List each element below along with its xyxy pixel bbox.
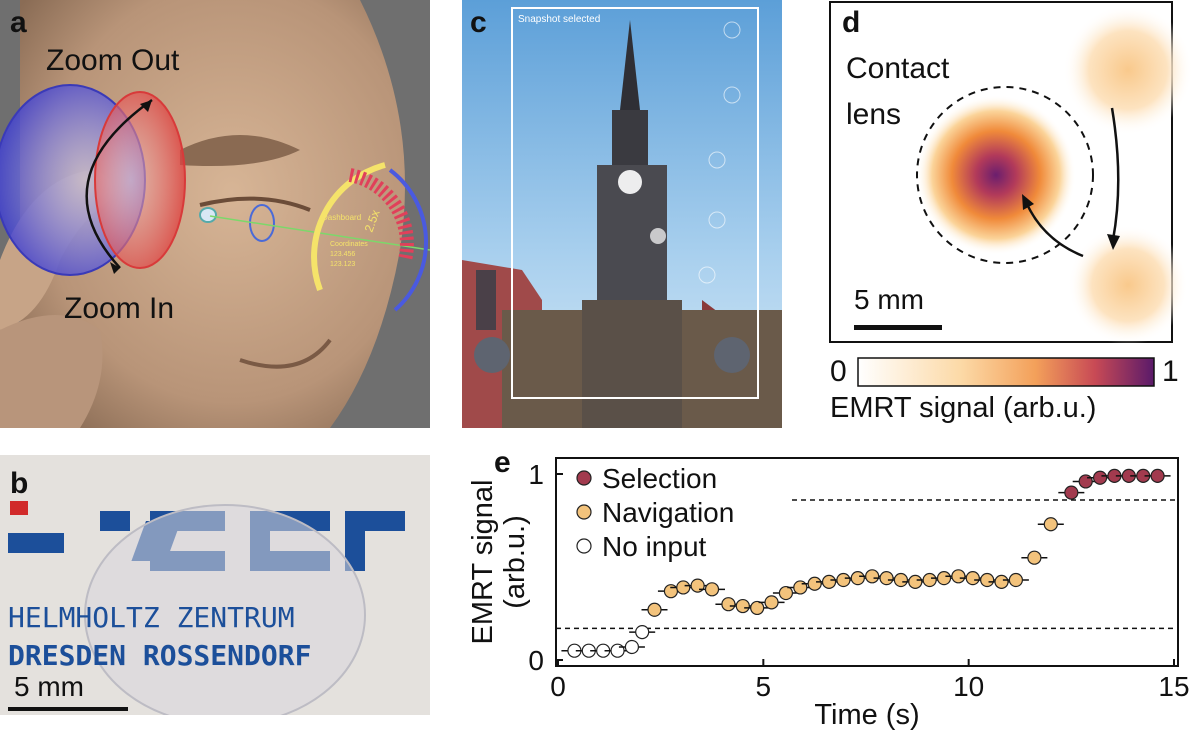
panel-b-scale-label: 5 mm xyxy=(14,671,84,702)
data-point-no-input xyxy=(624,639,640,655)
panel-d: d Contact lens 5 mm 0 1 EMRT signal (arb… xyxy=(828,0,1200,440)
x-tick-label: 10 xyxy=(953,671,984,702)
scale-bar xyxy=(854,325,942,330)
hzdr-line-2: DRESDEN ROSSENDORF xyxy=(8,639,312,672)
data-point-navigation xyxy=(778,585,794,601)
data-point-selection xyxy=(1092,470,1108,485)
y-axis-label-line: (arb.u.) xyxy=(499,515,531,608)
contact-lens-outline xyxy=(916,86,1094,264)
panel-c-label: c xyxy=(470,6,487,39)
contact-label-line1: Contact xyxy=(846,52,950,85)
hzdr-line-1: HELMHOLTZ ZENTRUM xyxy=(8,601,295,634)
motion-arrow-right xyxy=(1110,107,1120,241)
data-point-navigation xyxy=(807,576,822,591)
zoom-out-arrowhead xyxy=(140,100,152,112)
hud-title-text: Dashboard xyxy=(322,213,361,222)
data-point-navigation xyxy=(1027,550,1042,565)
data-point-navigation xyxy=(936,571,952,586)
zoom-arc-arrow xyxy=(85,98,153,269)
panel-e: e 0 5 10 15 0 1 Time (s) EMRT signal(arb.u.) Sel… xyxy=(440,440,1200,744)
data-point-navigation xyxy=(893,572,909,588)
contact-lens-photo xyxy=(84,504,366,715)
panel-b-photo xyxy=(0,455,430,715)
data-point-navigation xyxy=(980,572,995,588)
data-point-selection xyxy=(1078,474,1093,489)
panel-b-label: b xyxy=(10,467,29,500)
panel-e-chart: e 0 5 10 15 0 1 Time (s) EMRT signal(arb.u.) Sel… xyxy=(467,446,1190,731)
data-point-navigation xyxy=(922,572,937,588)
x-tick-label: 5 xyxy=(756,671,772,702)
data-point-navigation xyxy=(690,578,705,593)
legend-marker xyxy=(576,504,592,520)
data-point-navigation xyxy=(750,600,765,616)
data-point-no-input xyxy=(635,625,650,640)
data-point-navigation xyxy=(965,571,980,586)
x-tick-label: 15 xyxy=(1158,671,1189,702)
legend-label: No input xyxy=(602,531,707,562)
contact-label-line2: lens xyxy=(846,98,902,131)
panel-a: 2.5x Dashboard Coordinates 123.456 123.1… xyxy=(0,0,430,428)
hud-line-1: Coordinates xyxy=(330,241,368,248)
data-point-navigation xyxy=(676,580,691,595)
data-point-navigation xyxy=(836,572,851,588)
data-point-navigation xyxy=(994,574,1009,589)
y-tick-label: 0 xyxy=(528,645,544,676)
legend-marker xyxy=(576,470,592,486)
data-point-navigation xyxy=(951,569,966,584)
panel-a-illustration: 2.5x Dashboard Coordinates 123.456 123.1… xyxy=(0,0,430,428)
x-axis-label: Time (s) xyxy=(814,699,919,731)
zoom-in-label: Zoom In xyxy=(64,292,175,325)
colorbar-min: 0 xyxy=(830,355,847,388)
panel-c-photo: Snapshot selected xyxy=(462,0,782,428)
data-point-navigation xyxy=(647,602,662,617)
data-point-navigation xyxy=(764,595,779,610)
panel-d-label: d xyxy=(842,6,861,39)
panel-d-heatmap xyxy=(829,1,1193,387)
panel-a-label: a xyxy=(10,6,27,39)
data-point-selection xyxy=(1150,468,1165,483)
data-point-no-input xyxy=(610,643,625,658)
y-tick-label: 1 xyxy=(528,459,544,490)
data-point-navigation xyxy=(1008,572,1023,588)
hud-line-2: 123.456 xyxy=(330,251,355,258)
data-point-navigation xyxy=(821,574,837,589)
plot-frame xyxy=(555,457,1179,667)
data-point-navigation xyxy=(908,574,923,589)
data-point-navigation xyxy=(1043,517,1058,532)
data-point-navigation xyxy=(663,584,679,599)
hud-line-3: 123.123 xyxy=(330,261,355,268)
legend-label: Selection xyxy=(602,463,717,494)
chart-layer: 0 5 10 15 0 1 Time (s) EMRT signal(arb.u.) Selec… xyxy=(467,457,1190,731)
y-axis-label-line: EMRT signal xyxy=(467,480,499,645)
data-point-selection xyxy=(1064,485,1079,500)
panel-d-scale-label: 5 mm xyxy=(854,284,924,315)
data-point-navigation xyxy=(704,582,720,597)
data-point-navigation xyxy=(735,598,750,614)
motion-arrow-left xyxy=(1024,201,1084,258)
x-tick-label: 0 xyxy=(550,671,566,702)
data-point-navigation xyxy=(879,571,894,586)
zoom-out-label: Zoom Out xyxy=(46,44,180,77)
snapshot-overlay-text: Snapshot selected xyxy=(518,14,600,25)
y-axis-label: EMRT signal(arb.u.) xyxy=(467,480,531,645)
legend-label: Navigation xyxy=(602,497,734,528)
data-point-navigation xyxy=(850,571,865,586)
panel-c: Snapshot selected c xyxy=(462,0,782,428)
data-point-navigation xyxy=(865,569,880,584)
zoom-in-arrowhead xyxy=(110,262,120,274)
legend-marker xyxy=(576,538,592,554)
colorbar xyxy=(857,357,1155,387)
panel-e-label: e xyxy=(494,446,511,479)
data-point-navigation xyxy=(721,597,736,612)
data-point-navigation xyxy=(793,580,808,595)
snapshot-frame xyxy=(511,7,759,399)
colorbar-max: 1 xyxy=(1162,355,1179,388)
panel-b: b HELMHOLTZ ZENTRUM DRESDEN ROSSENDORF 5… xyxy=(0,455,430,715)
colorbar-label: EMRT signal (arb.u.) xyxy=(830,392,1097,424)
